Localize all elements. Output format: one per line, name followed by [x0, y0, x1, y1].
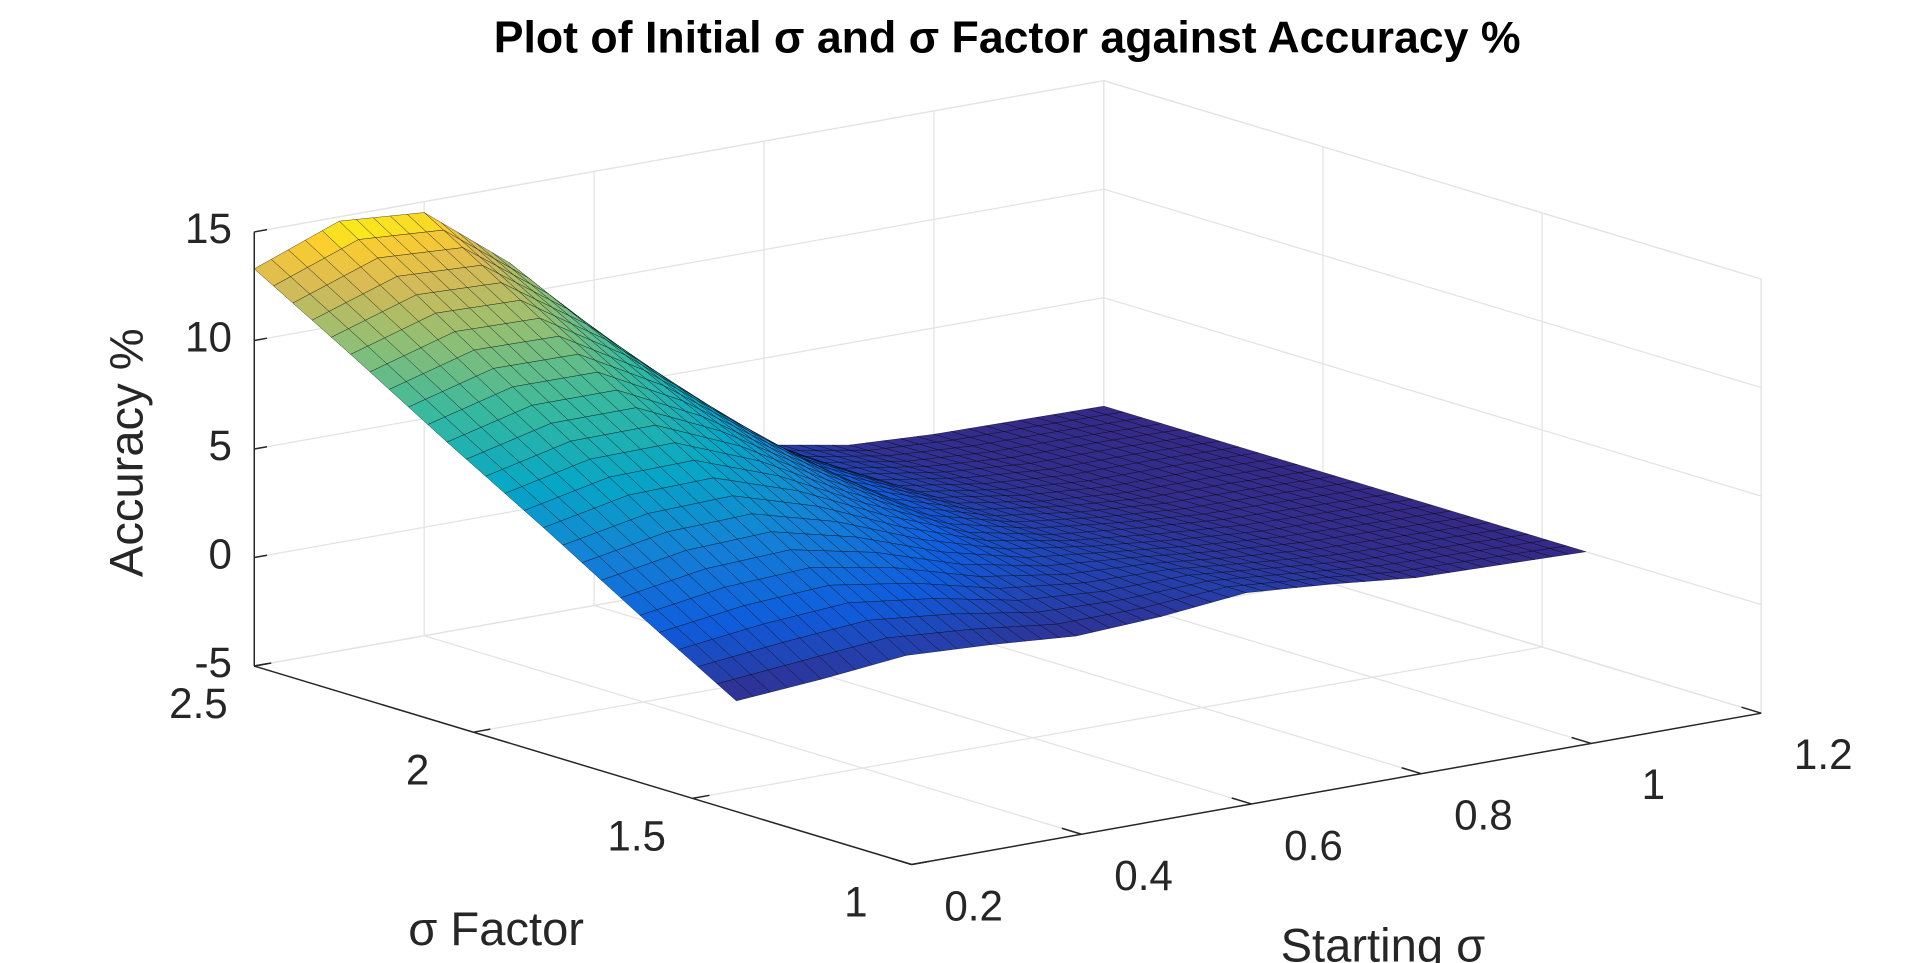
surface-cell	[724, 567, 907, 680]
surface-cell	[798, 490, 980, 577]
surface-cell	[446, 404, 629, 528]
y-axis	[254, 665, 912, 866]
grid-line	[254, 80, 1104, 233]
grid-line	[254, 297, 1104, 450]
surface-cell	[1053, 527, 1235, 564]
grid-line	[1103, 297, 1762, 497]
grid-line	[1103, 188, 1762, 389]
surface-cell	[616, 389, 800, 492]
surface-cell	[883, 514, 1065, 577]
surface-cell	[894, 567, 1077, 645]
x-tick-label: 0.8	[1454, 791, 1513, 838]
surface-cell	[701, 416, 884, 516]
x-tick	[1571, 736, 1592, 745]
surface-cell	[605, 339, 788, 456]
surface-cell	[639, 586, 822, 702]
x-tick-label: 0.2	[944, 882, 1003, 929]
x-tick	[1061, 827, 1082, 835]
surface-cell	[435, 300, 618, 406]
chart-title: Plot of Initial σ and σ Factor against A…	[494, 14, 1521, 63]
surface-cell	[350, 312, 533, 443]
surface-cell	[424, 212, 606, 340]
y-tick-label: 2	[406, 746, 429, 793]
surface-cell	[871, 489, 1054, 535]
z-axis-label: Accuracy %	[100, 328, 153, 577]
surface-cell	[253, 220, 437, 355]
surface-cell	[848, 434, 1031, 473]
surface-cell	[712, 477, 896, 568]
z-tick-label: -5	[194, 639, 231, 686]
plot-area: Plot of Initial σ and σ Factor against A…	[100, 14, 1853, 963]
x-tick-label: 1.2	[1794, 731, 1853, 778]
surface-cell	[628, 477, 811, 588]
surface-cell	[1223, 506, 1405, 549]
surface-cell	[1126, 477, 1309, 520]
surface-cell	[979, 574, 1162, 637]
surface-cell	[809, 567, 992, 656]
z-tick	[254, 663, 268, 667]
y-tick	[692, 794, 710, 800]
grid-line	[1103, 80, 1762, 280]
surface-cell	[531, 389, 714, 496]
z-tick	[254, 445, 268, 450]
surface-cell	[1030, 448, 1212, 493]
surface-cell	[1319, 535, 1502, 578]
x-tick	[891, 857, 912, 866]
surface-cell	[1138, 519, 1320, 558]
surface-cell	[945, 463, 1127, 502]
surface-cell	[1149, 556, 1332, 593]
surface-cell	[786, 455, 969, 533]
y-tick	[473, 728, 491, 733]
y-tick	[911, 860, 929, 866]
x-axis-label: Starting σ	[1281, 918, 1486, 963]
surface-cell	[1115, 435, 1297, 478]
surface-cell	[1063, 563, 1247, 617]
x-tick	[1741, 706, 1762, 714]
z-tick	[254, 554, 268, 559]
x-axis	[911, 712, 1762, 866]
surface-cell	[543, 494, 726, 616]
surface-cell	[1211, 464, 1394, 507]
z-tick-label: 10	[185, 314, 232, 361]
surface-cell	[520, 300, 703, 417]
z-tick	[254, 228, 268, 233]
x-tick-label: 0.4	[1114, 852, 1173, 899]
surface-cell	[690, 393, 872, 491]
z-tick-label: 15	[185, 205, 232, 252]
surface-cell	[1234, 548, 1417, 585]
z-tick-label: 0	[208, 531, 231, 578]
surface-cell	[775, 447, 957, 504]
mesh-facet	[716, 678, 754, 702]
z-tick	[254, 337, 268, 342]
z-tick-label: 5	[208, 422, 231, 469]
y-tick-label: 2.5	[169, 680, 228, 727]
surface-cell	[1018, 405, 1201, 449]
grid-line	[424, 635, 1082, 835]
x-tick	[1401, 767, 1422, 775]
x-tick-label: 0.6	[1284, 822, 1343, 869]
y-tick-label: 1	[844, 879, 867, 926]
surface-cell	[1404, 522, 1586, 565]
y-tick-label: 1.5	[607, 812, 666, 859]
y-axis-label: σ Factor	[408, 902, 584, 955]
x-tick	[1231, 797, 1252, 805]
surface-cell	[968, 532, 1150, 575]
surface-cell	[1308, 493, 1490, 536]
grid-line	[692, 646, 1543, 799]
x-tick-label: 1	[1642, 761, 1665, 808]
